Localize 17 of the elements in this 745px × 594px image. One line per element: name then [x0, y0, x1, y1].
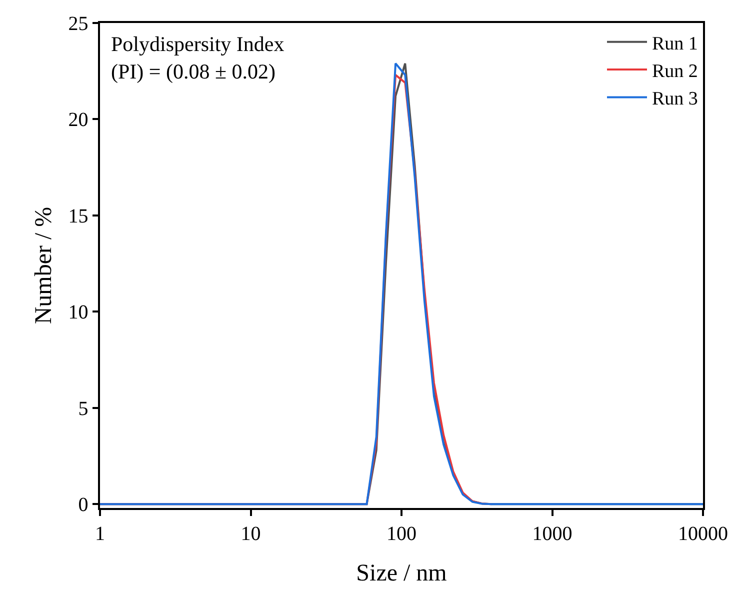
x-tick-label: 1000 [532, 522, 572, 545]
x-axis-title: Size / nm [356, 560, 448, 587]
x-tick-label: 1 [95, 522, 105, 545]
legend-label: Run 3 [652, 88, 698, 110]
annotation: Polydispersity Index (PI) = (0.08 ± 0.02) [111, 32, 285, 84]
y-axis-title: Number / % [30, 206, 57, 324]
x-tick-label: 100 [386, 522, 416, 545]
y-tick-label: 15 [68, 205, 88, 228]
y-tick-label: 0 [78, 494, 88, 516]
y-tick-label: 5 [78, 398, 88, 420]
legend-label: Run 1 [652, 33, 698, 54]
x-tick-label: 10000 [678, 522, 728, 545]
x-tick-label: 10 [240, 522, 261, 545]
y-tick-label: 25 [68, 13, 88, 35]
y-tick-label: 20 [68, 109, 88, 132]
y-tick-label: 10 [68, 302, 88, 324]
legend-label: Run 2 [652, 60, 698, 82]
